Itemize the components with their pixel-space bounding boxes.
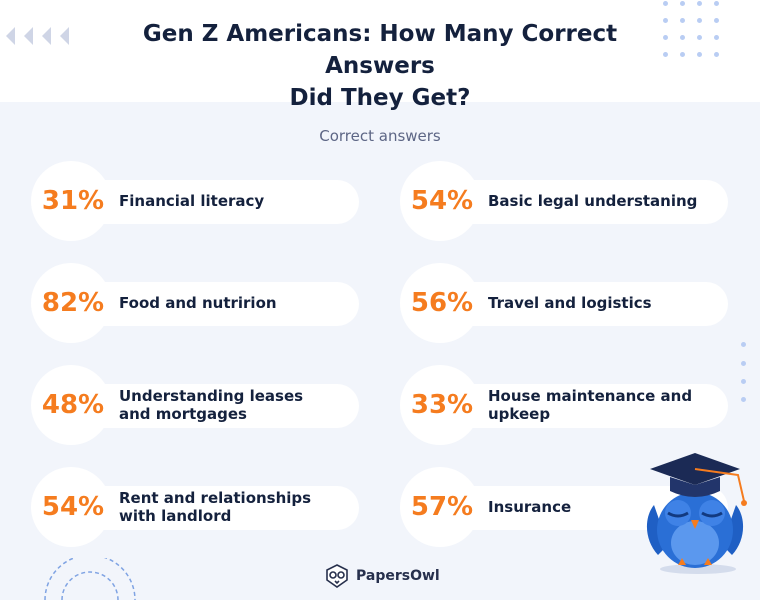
stat-rent-landlord: 54% Rent and relationships with landlord bbox=[31, 467, 361, 547]
stat-financial-literacy: 31% Financial literacy bbox=[31, 161, 361, 241]
stat-percent: 31% bbox=[41, 186, 105, 216]
stat-percent: 54% bbox=[410, 186, 474, 216]
stat-house-maintenance: 33% House maintenance and upkeep bbox=[400, 365, 730, 445]
section-subtitle: Correct answers bbox=[319, 127, 441, 145]
title-line-2: Did They Get? bbox=[289, 85, 471, 111]
stat-percent: 56% bbox=[410, 288, 474, 318]
stat-label: Financial literacy bbox=[119, 192, 265, 210]
stat-label: House maintenance and upkeep bbox=[488, 387, 693, 423]
stat-percent: 57% bbox=[410, 492, 474, 522]
side-dots-decoration bbox=[741, 342, 747, 404]
stat-label: Travel and logistics bbox=[488, 294, 652, 312]
stat-label: Insurance bbox=[488, 498, 572, 516]
title-line-1: Gen Z Americans: How Many Correct Answer… bbox=[142, 21, 618, 79]
stat-percent: 82% bbox=[41, 288, 105, 318]
papersowl-logo: PapersOwl bbox=[324, 563, 440, 589]
header: Gen Z Americans: How Many Correct Answer… bbox=[0, 0, 760, 111]
stat-label: Rent and relationships with landlord bbox=[119, 489, 312, 525]
chevron-left-icon bbox=[6, 27, 15, 45]
stat-leases-mortgages: 48% Understanding leases and mortgages bbox=[31, 365, 361, 445]
stat-percent: 33% bbox=[410, 390, 474, 420]
stat-legal-understanding: 54% Basic legal understaning bbox=[400, 161, 730, 241]
stat-percent: 48% bbox=[41, 390, 105, 420]
page-title: Gen Z Americans: How Many Correct Answer… bbox=[90, 18, 670, 114]
chevron-left-icon bbox=[60, 27, 69, 45]
stat-label: Basic legal understaning bbox=[488, 192, 698, 210]
stat-label: Understanding leases and mortgages bbox=[119, 387, 304, 423]
chevron-left-icon bbox=[42, 27, 51, 45]
chevron-decoration bbox=[6, 27, 69, 45]
stat-travel-logistics: 56% Travel and logistics bbox=[400, 263, 730, 343]
logo-text: PapersOwl bbox=[356, 568, 440, 584]
dot-grid-decoration bbox=[660, 0, 730, 66]
arc-decoration bbox=[44, 558, 136, 600]
chevron-left-icon bbox=[24, 27, 33, 45]
papersowl-logo-icon bbox=[326, 564, 348, 588]
owl-mascot-icon bbox=[646, 453, 747, 574]
stat-food-nutrition: 82% Food and nutririon bbox=[31, 263, 361, 343]
stat-label: Food and nutririon bbox=[119, 294, 277, 312]
stat-percent: 54% bbox=[41, 492, 105, 522]
